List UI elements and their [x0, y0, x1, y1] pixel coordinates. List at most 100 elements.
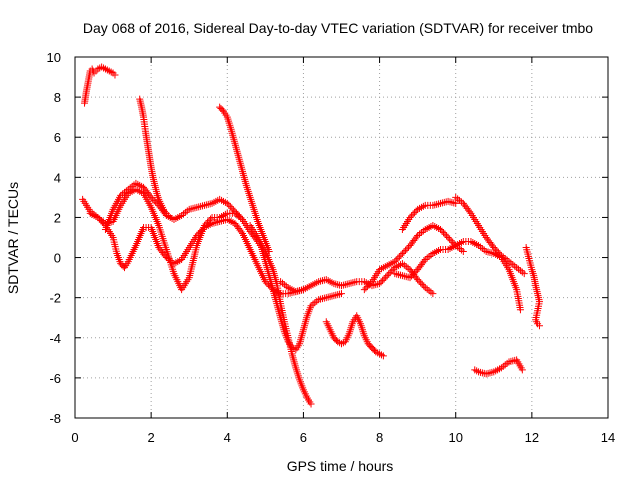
data-point [338, 282, 345, 290]
data-point [511, 356, 519, 364]
data-point [454, 195, 462, 203]
data-point [408, 272, 416, 280]
x-tick-label: 10 [448, 430, 462, 445]
data-point [185, 205, 193, 213]
chart-title: Day 068 of 2016, Sidereal Day-to-day VTE… [83, 20, 593, 36]
data-point [398, 250, 406, 258]
data-point [436, 225, 444, 233]
plot-frame [74, 56, 609, 419]
data-point [365, 281, 373, 289]
y-tick-label: 8 [54, 90, 61, 105]
data-point [94, 213, 102, 221]
data-point [415, 277, 423, 285]
data-point [417, 279, 425, 287]
y-tick-label: -6 [49, 371, 61, 386]
data-point [441, 230, 449, 238]
y-tick-label: -2 [49, 291, 61, 306]
data-point [448, 198, 456, 206]
data-point [397, 251, 405, 259]
data-series [391, 238, 524, 314]
data-point [152, 198, 160, 206]
data-point [341, 281, 349, 289]
data-point [433, 200, 441, 208]
data-point [431, 201, 439, 209]
data-point [511, 262, 519, 270]
data-point [360, 286, 368, 294]
data-point [429, 290, 437, 298]
data-point [513, 264, 521, 272]
data-point [494, 248, 502, 256]
data-point [194, 230, 202, 238]
data-point [338, 290, 345, 298]
data-point [412, 233, 420, 241]
data-point [438, 199, 446, 207]
data-point [218, 217, 226, 225]
data-point [425, 253, 433, 261]
data-point [380, 275, 388, 283]
data-point [392, 256, 400, 264]
data-point [484, 369, 492, 377]
data-point [328, 292, 336, 300]
data-point [362, 284, 370, 292]
data-point [307, 400, 315, 408]
data-point [111, 71, 119, 79]
x-tick-label: 6 [300, 430, 307, 445]
data-point [391, 258, 399, 266]
data-point [444, 197, 452, 205]
data-point [423, 254, 431, 262]
data-point [225, 201, 233, 209]
data-point [402, 273, 410, 281]
data-point [130, 181, 138, 189]
data-point [420, 282, 428, 290]
data-point [199, 202, 207, 210]
data-point [421, 284, 429, 292]
data-point [119, 190, 127, 198]
data-point [234, 211, 242, 219]
data-point [377, 278, 385, 286]
data-point [95, 215, 103, 223]
y-tick-label: 6 [54, 130, 61, 145]
data-series [471, 356, 526, 378]
data-point [397, 271, 405, 279]
data-point [427, 288, 435, 296]
data-point [161, 252, 169, 260]
data-point [383, 272, 391, 280]
y-axis-label: SDTVAR / TECUs [5, 182, 21, 294]
y-tick-label: -4 [49, 331, 61, 346]
data-point [493, 247, 501, 255]
data-point [339, 281, 347, 289]
data-point [191, 204, 199, 212]
data-series [79, 185, 247, 294]
data-point [411, 209, 419, 217]
data-series [452, 193, 528, 278]
data-point [197, 202, 205, 210]
data-point [449, 238, 457, 246]
data-point [294, 287, 302, 295]
x-tick-label: 14 [601, 430, 615, 445]
data-point [315, 296, 323, 304]
data-point [322, 294, 330, 302]
x-tick-label: 0 [71, 430, 78, 445]
data-point [394, 254, 402, 262]
data-point [482, 248, 490, 256]
data-point [509, 261, 517, 269]
data-series [522, 244, 543, 330]
data-point [408, 212, 416, 220]
data-point [520, 270, 528, 278]
data-point [393, 270, 401, 278]
data-point [425, 287, 433, 295]
data-point [420, 257, 428, 265]
data-point [418, 280, 426, 288]
data-point [98, 218, 106, 226]
data-point [496, 250, 504, 258]
x-axis-label: GPS time / hours [287, 458, 394, 474]
data-point [320, 276, 328, 284]
data-point [435, 200, 443, 208]
data-point [363, 282, 371, 290]
data-point [457, 246, 465, 254]
data-point [400, 272, 408, 280]
data-point [237, 214, 245, 222]
data-point [409, 210, 417, 218]
data-points [79, 63, 543, 408]
